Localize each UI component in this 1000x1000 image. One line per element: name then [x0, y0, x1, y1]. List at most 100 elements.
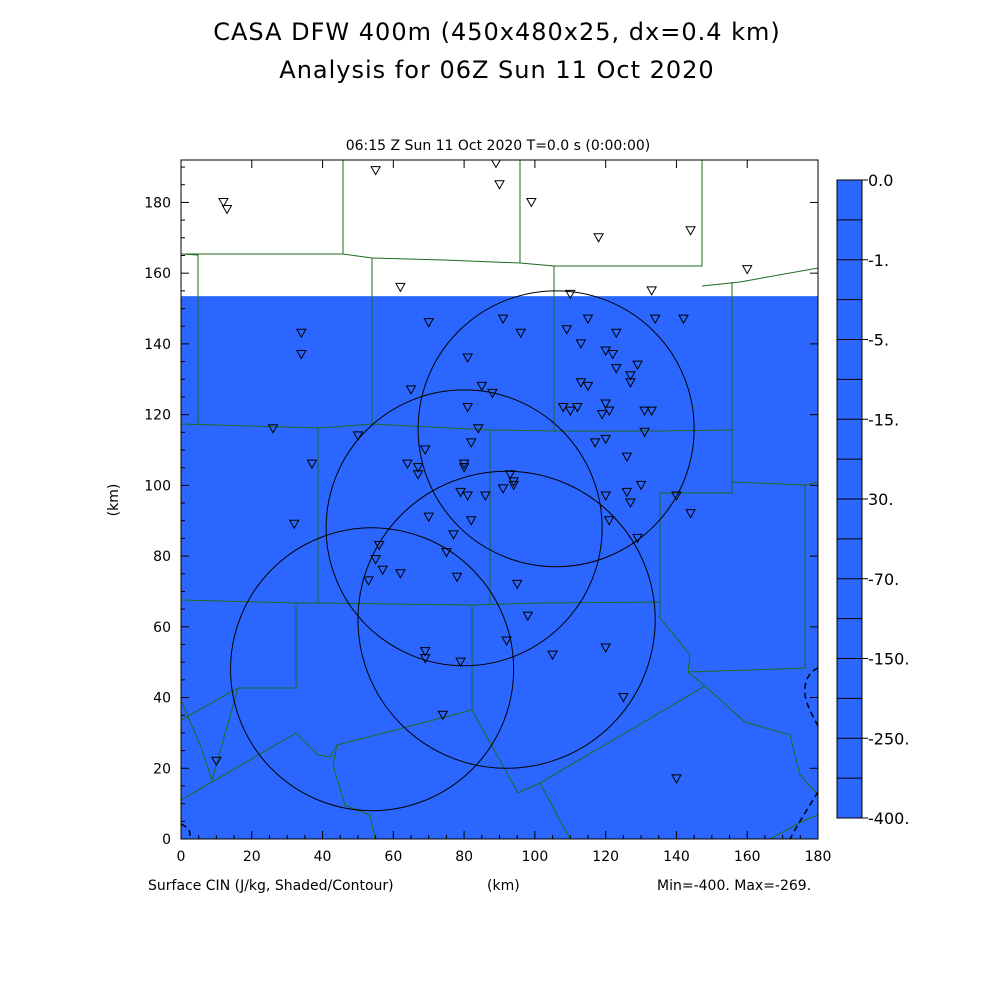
- station-marker: [635, 480, 647, 491]
- station-marker: [497, 314, 509, 325]
- station-marker: [395, 282, 406, 293]
- station-marker: [412, 470, 424, 480]
- x-tick-label: 140: [663, 849, 690, 865]
- station-marker: [462, 491, 474, 501]
- y-tick-label: 140: [144, 337, 171, 353]
- station-marker: [575, 378, 587, 388]
- station-marker: [621, 487, 633, 498]
- station-marker: [455, 657, 466, 668]
- colorbar-label: -15.: [868, 410, 899, 429]
- station-marker: [625, 498, 636, 509]
- colorbar-label: -400.: [868, 809, 909, 828]
- station-marker: [458, 463, 470, 473]
- station-marker: [437, 710, 449, 721]
- station-marker: [423, 318, 435, 328]
- station-marker: [575, 339, 587, 349]
- colorbar-label: -250.: [868, 729, 909, 748]
- cin-shaded-region: [181, 296, 818, 839]
- station-marker: [646, 286, 658, 296]
- station-marker: [451, 572, 463, 583]
- x-tick-label: 60: [384, 849, 402, 865]
- station-marker: [685, 226, 696, 236]
- station-marker: [476, 381, 488, 392]
- plot-area: 0 20 40 60 80 100 120 140 160 180 0 20 40 60 80 100 120…: [106, 159, 832, 865]
- station-marker: [625, 371, 636, 381]
- station-marker: [462, 403, 474, 413]
- station-marker: [377, 565, 389, 576]
- station-marker: [600, 399, 612, 410]
- station-marker: [497, 484, 509, 494]
- station-marker: [600, 643, 612, 654]
- x-axis: 0 20 40 60 80 100 120 140 160 180: [177, 160, 832, 865]
- y-tick-label: 20: [153, 761, 171, 777]
- station-marker: [465, 516, 477, 526]
- station-marker: [511, 579, 523, 590]
- station-marker: [504, 470, 516, 480]
- colorbar-label: -150.: [868, 650, 909, 669]
- x-tick-label: 160: [734, 849, 761, 865]
- county-boundaries: [181, 160, 818, 839]
- x-tick-label: 180: [805, 849, 832, 865]
- station-marker: [741, 265, 753, 275]
- station-marker: [639, 427, 650, 438]
- station-marker: [412, 463, 424, 473]
- station-marker: [603, 516, 615, 526]
- y-tick-label: 100: [144, 478, 171, 494]
- x-axis-label: (km): [487, 878, 520, 894]
- station-marker: [487, 388, 498, 399]
- station-marker: [600, 434, 612, 445]
- station-marker: [596, 410, 608, 420]
- station-marker: [465, 438, 477, 448]
- station-marker: [508, 480, 520, 491]
- station-marker: [363, 576, 374, 586]
- x-tick-label: 0: [177, 849, 186, 865]
- station-marker: [547, 650, 558, 661]
- station-marker: [370, 555, 381, 565]
- radar-ring: [325, 389, 603, 667]
- station-marker: [561, 325, 573, 335]
- station-marker: [582, 314, 594, 325]
- y-axis: 0 20 40 60 80 100 120 140 160 180: [144, 166, 818, 848]
- station-marker: [671, 491, 682, 501]
- station-marker: [632, 533, 643, 544]
- station-marker: [373, 540, 385, 551]
- station-marker: [501, 636, 512, 646]
- station-marker: [621, 452, 633, 463]
- station-marker: [625, 378, 636, 388]
- colorbar-label: -5.: [868, 331, 889, 350]
- station-marker: [455, 487, 466, 498]
- station-marker: [462, 353, 474, 364]
- station-marker: [522, 611, 534, 622]
- y-tick-label: 120: [144, 408, 171, 424]
- title-line-2: Analysis for 06Z Sun 11 Oct 2020: [279, 56, 714, 84]
- station-marker: [515, 328, 527, 339]
- station-marker: [557, 403, 569, 413]
- field-label: Surface CIN (J/kg, Shaded/Contour): [148, 878, 394, 894]
- station-markers: [211, 160, 753, 784]
- station-marker: [572, 403, 583, 413]
- station-marker: [685, 509, 696, 519]
- station-marker: [491, 160, 501, 169]
- y-tick-label: 80: [153, 549, 171, 565]
- x-tick-label: 20: [243, 849, 261, 865]
- colorbar-label: -1.: [868, 251, 889, 270]
- y-tick-label: 40: [153, 691, 171, 707]
- station-marker: [423, 512, 435, 523]
- station-marker: [582, 381, 594, 392]
- station-marker: [564, 406, 576, 417]
- station-marker: [646, 406, 658, 417]
- station-marker: [419, 654, 431, 664]
- radar-ring: [417, 290, 695, 568]
- station-marker: [267, 424, 279, 434]
- station-marker: [618, 693, 629, 703]
- y-tick-label: 0: [162, 832, 171, 848]
- station-marker: [678, 314, 689, 325]
- valid-time-label: 06:15 Z Sun 11 Oct 2020 T=0.0 s (0:00:00…: [346, 138, 651, 154]
- x-tick-label: 120: [592, 849, 619, 865]
- station-marker: [419, 445, 431, 456]
- y-tick-label: 60: [153, 620, 171, 636]
- station-marker: [525, 197, 537, 208]
- station-marker: [610, 328, 622, 339]
- station-marker: [479, 491, 491, 501]
- station-marker: [600, 491, 612, 501]
